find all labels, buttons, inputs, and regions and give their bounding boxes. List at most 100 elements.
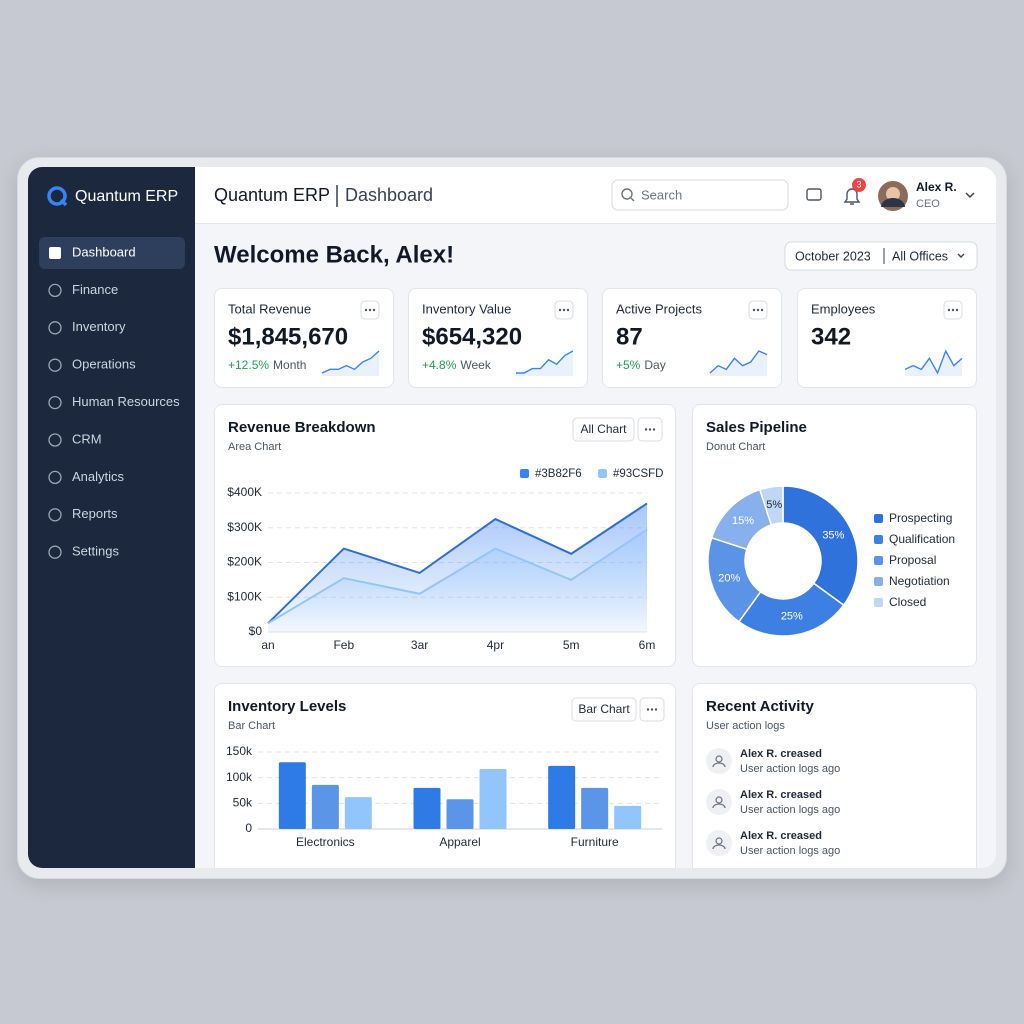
filter-office: All Offices bbox=[892, 249, 948, 263]
notification-count: 3 bbox=[856, 179, 861, 189]
nav-item[interactable]: Analytics bbox=[72, 469, 125, 484]
avatar-face bbox=[886, 187, 900, 201]
bell-icon[interactable] bbox=[843, 188, 861, 205]
more-dot bbox=[652, 428, 656, 431]
nav-icon bbox=[48, 508, 62, 522]
bar bbox=[581, 787, 609, 829]
kpi-value: 87 bbox=[616, 323, 643, 350]
y-tick-label: 100k bbox=[226, 770, 253, 784]
more-dot bbox=[372, 308, 376, 312]
donut-segment bbox=[758, 485, 784, 526]
more-dot bbox=[654, 708, 658, 711]
bar bbox=[278, 762, 306, 829]
kpi-label: Active Projects bbox=[616, 301, 702, 316]
more-dot bbox=[644, 428, 648, 431]
more-dot bbox=[947, 308, 951, 312]
data-label: 20% bbox=[718, 572, 740, 584]
nav-icon bbox=[48, 433, 62, 447]
legend-label: Negotiation bbox=[889, 574, 950, 588]
area-line bbox=[267, 502, 648, 625]
donut-segment bbox=[782, 485, 859, 607]
x-tick-label: Feb bbox=[333, 638, 354, 652]
bar bbox=[311, 784, 339, 829]
more-dot bbox=[562, 308, 566, 312]
more-dot bbox=[760, 308, 764, 312]
area-fill bbox=[268, 529, 647, 632]
sidebar-content: Quantum ERP Dashboard Finance Inventory Oper… bbox=[39, 186, 185, 559]
chart-type-button[interactable] bbox=[571, 697, 637, 722]
y-tick-label: 50k bbox=[233, 796, 253, 810]
header bbox=[195, 167, 996, 224]
bar-chart: Inventory Levels Bar Chart Bar Chart 0 50k 10… bbox=[226, 697, 665, 849]
activity-icon-glyph bbox=[715, 837, 723, 845]
chart-type-button[interactable] bbox=[572, 417, 635, 442]
more-dot bbox=[650, 708, 654, 711]
brand-logo-tail bbox=[59, 198, 68, 207]
legend-swatch bbox=[874, 556, 883, 565]
x-tick-label: Electronics bbox=[296, 835, 355, 849]
kpi-change-period: Month bbox=[273, 358, 306, 372]
kpi-change: +12.5% Month bbox=[228, 358, 306, 372]
card-title: Revenue Breakdown bbox=[228, 419, 376, 436]
legend-label: Closed bbox=[889, 595, 926, 609]
activity-icon bbox=[706, 748, 732, 774]
data-label: 25% bbox=[781, 611, 803, 623]
nav-item[interactable]: Operations bbox=[72, 357, 136, 372]
card-title: Inventory Levels bbox=[228, 698, 346, 715]
activity-title: Alex R. creased bbox=[740, 830, 822, 842]
nav-item[interactable]: Human Resources bbox=[72, 394, 180, 409]
search-icon-handle bbox=[630, 197, 635, 202]
nav-item[interactable]: CRM bbox=[72, 431, 102, 446]
activity-icon bbox=[706, 830, 732, 856]
kpi-label: Employees bbox=[811, 301, 876, 316]
avatar-body bbox=[881, 198, 905, 207]
search-icon bbox=[621, 188, 633, 200]
nav-item[interactable]: Dashboard bbox=[72, 244, 136, 259]
kpi-change: +5% Day bbox=[616, 358, 666, 372]
legend-label: Qualification bbox=[889, 532, 955, 546]
more-dot bbox=[955, 308, 959, 312]
app-title: Quantum ERP bbox=[214, 185, 330, 205]
x-tick-label: Apparel bbox=[439, 835, 480, 849]
user-role: CEO bbox=[916, 198, 940, 210]
nav-item[interactable]: Inventory bbox=[72, 319, 126, 334]
page-title: Dashboard bbox=[345, 185, 433, 205]
nav-icon bbox=[48, 395, 62, 410]
y-tick-label: $100K bbox=[227, 589, 262, 603]
legend-swatch bbox=[520, 469, 529, 478]
y-tick-label: 0 bbox=[245, 821, 252, 835]
card-title: Recent Activity bbox=[706, 698, 814, 715]
user-menu-chevron[interactable] bbox=[965, 192, 975, 199]
bar bbox=[446, 799, 474, 829]
bar bbox=[548, 765, 576, 829]
x-tick-label: Furniture bbox=[571, 835, 619, 849]
activity-icon-glyph bbox=[712, 762, 726, 768]
search-placeholder: Search bbox=[641, 187, 682, 202]
brand-logo bbox=[47, 186, 67, 206]
kpi-value: 342 bbox=[811, 323, 851, 350]
nav-icon bbox=[48, 470, 62, 485]
nav-icon bbox=[49, 247, 61, 259]
y-tick-label: $400K bbox=[227, 485, 262, 499]
kpi-label: Total Revenue bbox=[228, 301, 311, 316]
sparkline-area bbox=[710, 351, 767, 376]
nav-item[interactable]: Settings bbox=[72, 544, 119, 559]
kpi-change: +4.8% Week bbox=[422, 358, 492, 372]
nav-item[interactable]: Reports bbox=[72, 506, 118, 521]
sparkline-area bbox=[905, 351, 962, 376]
area-chart: Revenue Breakdown Area Chart All Chart $0 $1… bbox=[227, 417, 664, 652]
card-subtitle: User action logs bbox=[706, 720, 785, 732]
activity-detail: User action logs ago bbox=[740, 763, 840, 775]
legend-label: #93CSFD bbox=[613, 468, 664, 480]
card-subtitle: Bar Chart bbox=[228, 720, 275, 732]
chat-icon[interactable] bbox=[806, 188, 822, 201]
nav-item[interactable]: Finance bbox=[72, 282, 118, 297]
sparkline bbox=[516, 350, 574, 374]
filter-box[interactable] bbox=[784, 241, 978, 271]
activity-icon-glyph bbox=[712, 844, 726, 850]
x-tick-label: an bbox=[261, 638, 274, 652]
x-tick-label: 6m bbox=[639, 638, 656, 652]
more-dot bbox=[648, 428, 652, 431]
search-box[interactable] bbox=[611, 179, 789, 211]
nav-icon bbox=[48, 321, 62, 335]
